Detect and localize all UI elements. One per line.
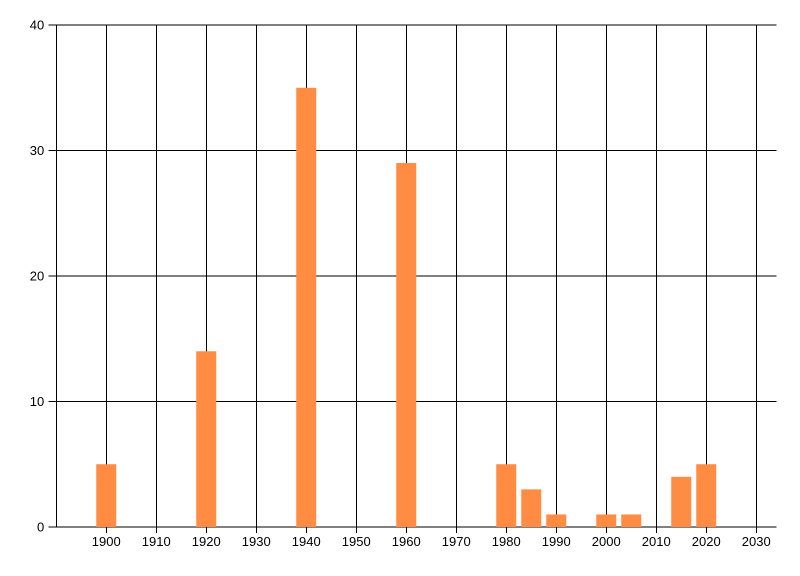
svg-text:40: 40 (30, 18, 44, 33)
svg-text:1920: 1920 (192, 534, 221, 549)
svg-text:1940: 1940 (292, 534, 321, 549)
svg-text:10: 10 (30, 394, 44, 409)
svg-text:20: 20 (30, 269, 44, 284)
svg-text:2010: 2010 (642, 534, 671, 549)
svg-text:1950: 1950 (342, 534, 371, 549)
svg-text:2000: 2000 (592, 534, 621, 549)
svg-text:1930: 1930 (242, 534, 271, 549)
svg-text:1960: 1960 (392, 534, 421, 549)
svg-text:1910: 1910 (142, 534, 171, 549)
svg-text:1990: 1990 (542, 534, 571, 549)
svg-text:30: 30 (30, 143, 44, 158)
svg-text:2020: 2020 (692, 534, 721, 549)
svg-text:1980: 1980 (492, 534, 521, 549)
svg-text:1900: 1900 (92, 534, 121, 549)
svg-text:0: 0 (37, 520, 44, 535)
svg-text:2030: 2030 (742, 534, 771, 549)
svg-text:1970: 1970 (442, 534, 471, 549)
